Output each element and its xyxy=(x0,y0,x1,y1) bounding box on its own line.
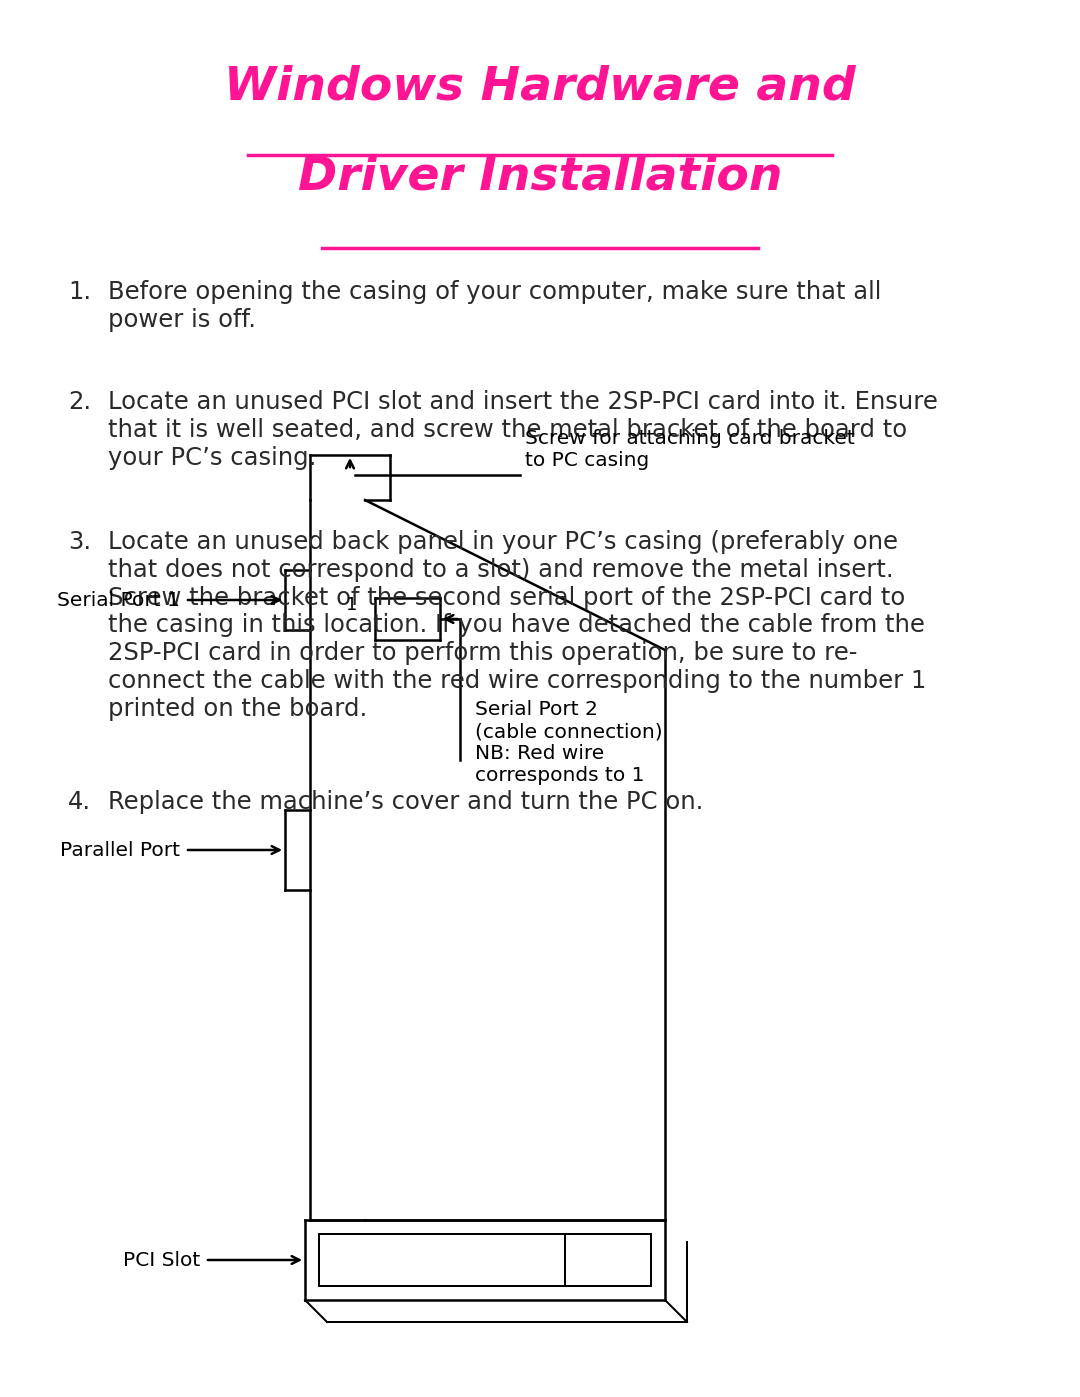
Text: Locate an unused back panel in your PC’s casing (preferably one
that does not co: Locate an unused back panel in your PC’s… xyxy=(108,529,927,721)
Text: PCI Slot: PCI Slot xyxy=(123,1250,200,1270)
Text: Windows Hardware and: Windows Hardware and xyxy=(225,66,855,110)
Text: Parallel Port: Parallel Port xyxy=(60,841,180,859)
Text: Screw for attaching card bracket
to PC casing: Screw for attaching card bracket to PC c… xyxy=(525,429,854,469)
Text: Before opening the casing of your computer, make sure that all
power is off.: Before opening the casing of your comput… xyxy=(108,279,881,332)
Text: 1: 1 xyxy=(346,597,357,615)
Text: Locate an unused PCI slot and insert the 2SP-PCI card into it. Ensure
that it is: Locate an unused PCI slot and insert the… xyxy=(108,390,937,469)
Text: Serial Port 2
(cable connection)
NB: Red wire
corresponds to 1: Serial Port 2 (cable connection) NB: Red… xyxy=(475,700,663,785)
Text: 3.: 3. xyxy=(68,529,91,555)
Text: Serial Port 1: Serial Port 1 xyxy=(57,591,180,609)
Text: 1.: 1. xyxy=(68,279,91,305)
Text: Replace the machine’s cover and turn the PC on.: Replace the machine’s cover and turn the… xyxy=(108,789,703,814)
Text: 4.: 4. xyxy=(68,789,91,814)
Text: 2.: 2. xyxy=(68,390,91,414)
Text: Driver Installation: Driver Installation xyxy=(298,155,782,200)
